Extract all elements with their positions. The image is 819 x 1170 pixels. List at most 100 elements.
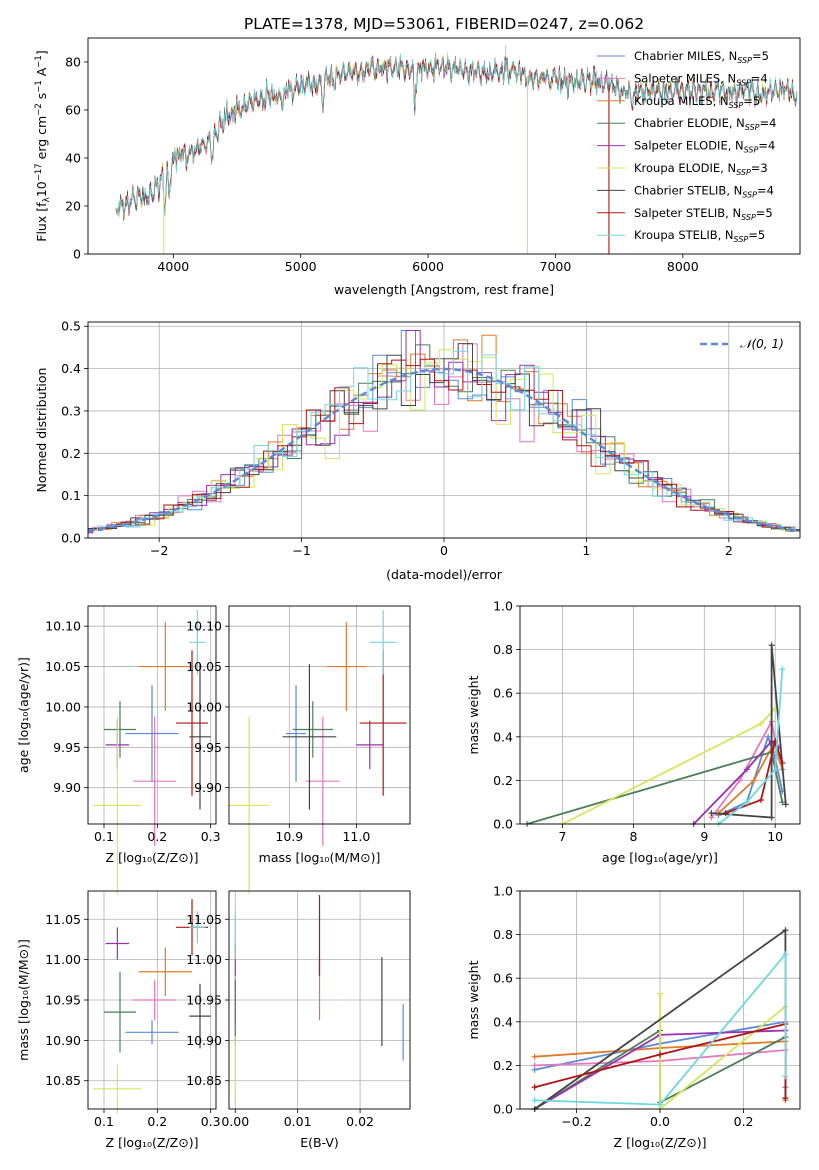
y-axis-label: Normed distribution (34, 368, 49, 493)
y-axis-label: mass weight (466, 960, 481, 1039)
histogram-step (88, 358, 800, 532)
y-tick-label: 0.0 (493, 817, 513, 832)
mass-weight-vs-z-panel: −0.2 0.0 0.2 0.0 0.2 0.4 0.6 0.8 1.0 Z [log₁₀(Z/Z… (466, 884, 801, 1150)
age-vs-mass-panel: 10.9 11.0 9.90 9.95 10.00 10.05 10.10 mass [log… (186, 605, 411, 895)
x-tick-label: 6000 (412, 259, 444, 274)
y-tick-label: 11.05 (186, 912, 222, 927)
legend-entry: Salpeter STELIB, NSSP=5 (634, 206, 773, 222)
y-tick-label: 9.90 (194, 780, 222, 795)
mass-weight-line (717, 669, 784, 825)
y-tick-label: 10.95 (186, 993, 222, 1008)
x-axis-label: Z [log₁₀(Z/Z⊙)] (106, 850, 199, 865)
y-tick-label: 10.05 (186, 659, 222, 674)
x-tick-label: 7 (559, 829, 567, 844)
x-tick-label: 0.3 (201, 829, 221, 844)
y-tick-label: 0.1 (61, 488, 81, 503)
y-tick-label: 1.0 (493, 884, 513, 899)
y-tick-label: 0.4 (493, 1014, 513, 1029)
y-tick-label: 0.4 (493, 729, 513, 744)
y-tick-label: 11.00 (45, 952, 81, 967)
axes-frame (519, 605, 801, 825)
x-tick-label: 2 (725, 543, 733, 558)
legend-entry: 𝒩(0, 1) (740, 337, 784, 351)
axes-frame (87, 37, 801, 255)
x-axis-label: wavelength [Angstrom, rest frame] (334, 282, 554, 297)
y-tick-label: 0.8 (493, 642, 513, 657)
y-tick-label: 0.8 (493, 927, 513, 942)
y-tick-label: 10.05 (45, 659, 81, 674)
y-tick-label: 40 (65, 151, 81, 166)
x-tick-label: −2 (150, 543, 168, 558)
y-tick-label: 0.0 (61, 531, 81, 546)
histogram-step (88, 330, 800, 534)
y-tick-label: 20 (65, 199, 81, 214)
y-tick-label: 10.85 (186, 1073, 222, 1088)
mass-vs-ebv-panel: 0.00 0.01 0.02 10.85 10.90 10.95 11.00 11.05 E(B… (186, 890, 411, 1150)
y-tick-label: 0.6 (493, 686, 513, 701)
mass-weight-line (534, 951, 787, 1106)
y-axis-label: Flux [fλ10−17 erg cm−2 s−1 A−1] (34, 50, 52, 241)
y-tick-label: 0.6 (493, 971, 513, 986)
y-tick-label: 11.00 (186, 952, 222, 967)
y-tick-label: 10.10 (186, 619, 222, 634)
x-tick-label: 0.1 (94, 1114, 114, 1129)
y-tick-label: 0 (73, 247, 81, 262)
x-tick-label: 0 (440, 543, 448, 558)
histogram-panel: −2 −1 0 1 2 0.0 0.1 0.2 0.3 0.4 0.5 𝒩(0, 1) (data-mo… (34, 319, 801, 582)
x-tick-label: 1 (582, 543, 590, 558)
x-tick-label: 0.3 (201, 1114, 221, 1129)
histogram-step (88, 350, 800, 532)
legend-entry: Chabrier STELIB, NSSP=4 (634, 183, 774, 199)
x-tick-label: −0.2 (561, 1114, 591, 1129)
legend-entry: Chabrier ELODIE, NSSP=4 (634, 116, 776, 132)
y-tick-label: 60 (65, 103, 81, 118)
gaussian-curve (87, 367, 801, 532)
y-tick-label: 9.90 (53, 780, 81, 795)
y-axis-label: mass weight (466, 675, 481, 754)
y-tick-label: 10.95 (45, 993, 81, 1008)
x-tick-label: 0.00 (221, 1114, 249, 1129)
x-axis-label: (data-model)/error (386, 567, 503, 582)
legend-entry: Salpeter ELODIE, NSSP=4 (634, 139, 775, 155)
x-tick-label: 0.1 (94, 829, 114, 844)
x-tick-label: 8000 (667, 259, 699, 274)
y-tick-label: 1.0 (493, 599, 513, 614)
y-tick-label: 10.90 (45, 1033, 81, 1048)
x-tick-label: 10 (767, 829, 783, 844)
x-axis-label: Z [log₁₀(Z/Z⊙)] (106, 1135, 199, 1150)
y-tick-label: 10.90 (186, 1033, 222, 1048)
y-axis-label: age [log₁₀(age/yr)] (16, 657, 31, 773)
x-tick-label: 9 (700, 829, 708, 844)
legend-entry: Kroupa STELIB, NSSP=5 (634, 228, 765, 244)
spectrum-panel: 4000 5000 6000 7000 8000 0 20 40 60 80 Chabrier MI… (34, 37, 801, 297)
x-tick-label: 0.2 (147, 829, 167, 844)
mass-weight-vs-age-panel: 7 8 9 10 0.0 0.2 0.4 0.6 0.8 1.0 age [log₁₀(age/yr… (466, 599, 801, 865)
x-axis-label: Z [log₁₀(Z/Z⊙)] (614, 1135, 707, 1150)
axes-frame (87, 605, 217, 825)
y-tick-label: 10.85 (45, 1073, 81, 1088)
mass-vs-z-panel: 0.1 0.2 0.3 10.85 10.90 10.95 11.00 11.05 Z [log… (16, 890, 221, 1150)
y-tick-label: 10.10 (45, 619, 81, 634)
y-tick-label: 0.5 (61, 319, 81, 334)
x-tick-label: 8 (629, 829, 637, 844)
x-tick-label: 0.2 (147, 1114, 167, 1129)
y-tick-label: 0.2 (493, 1058, 513, 1073)
figure-title: PLATE=1378, MJD=53061, FIBERID=0247, z=0… (244, 15, 644, 33)
x-tick-label: 5000 (285, 259, 317, 274)
y-tick-label: 9.95 (194, 740, 222, 755)
y-tick-label: 10.00 (186, 699, 222, 714)
mass-weight-line (717, 738, 784, 814)
x-axis-label: E(B-V) (300, 1135, 339, 1150)
y-tick-label: 10.00 (45, 699, 81, 714)
x-axis-label: mass [log₁₀(M/M⊙)] (259, 850, 381, 865)
x-tick-label: 4000 (157, 259, 189, 274)
x-tick-label: 7000 (540, 259, 572, 274)
y-tick-label: 0.3 (61, 403, 81, 418)
x-tick-label: 0.01 (284, 1114, 312, 1129)
axes-frame (228, 605, 411, 825)
spectrum-line (115, 52, 798, 219)
x-tick-label: −1 (292, 543, 310, 558)
y-tick-label: 9.95 (53, 740, 81, 755)
legend-entry: Kroupa ELODIE, NSSP=3 (634, 161, 768, 177)
